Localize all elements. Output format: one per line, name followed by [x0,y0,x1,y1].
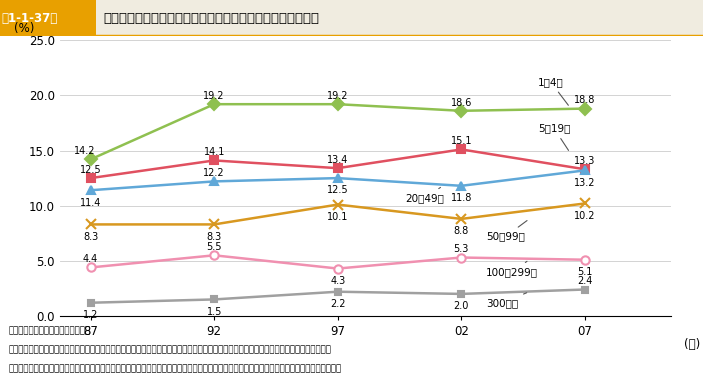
Text: 13.4: 13.4 [327,155,349,165]
Text: 2.4: 2.4 [577,276,593,286]
Text: 5.1: 5.1 [577,267,593,277]
Text: 14.2: 14.2 [74,146,95,156]
Text: 11.4: 11.4 [80,198,101,208]
Text: 4.3: 4.3 [330,276,345,286]
Text: 13.3: 13.3 [574,156,595,166]
Text: 1.2: 1.2 [83,310,98,320]
Text: 第1-1-37図: 第1-1-37図 [1,12,58,25]
Text: 11.8: 11.8 [451,193,472,203]
Text: 14.1: 14.1 [203,147,225,157]
Text: 18.8: 18.8 [574,95,595,105]
Text: 50～99人: 50～99人 [486,221,527,242]
Text: 19.2: 19.2 [327,91,349,101]
Text: (%): (%) [14,22,34,35]
Text: （注）　ここでいう管理的職業従事者とは、事業経営方針の決定・経営方針に基づく執行計画の樹立・作業の監督・統制等、経営体の全般又: （注） ここでいう管理的職業従事者とは、事業経営方針の決定・経営方針に基づく執行… [8,345,331,354]
Text: 8.3: 8.3 [207,232,222,242]
Text: 19.2: 19.2 [203,91,225,101]
Text: 10.2: 10.2 [574,211,595,221]
Text: 15.1: 15.1 [451,136,472,146]
Text: 8.8: 8.8 [453,226,469,236]
Text: 300人～: 300人～ [486,293,527,308]
Text: 12.2: 12.2 [203,168,225,178]
Text: 8.3: 8.3 [83,232,98,242]
Text: 5.5: 5.5 [207,242,222,252]
Text: 1.5: 1.5 [207,307,222,317]
Text: は課（課相当を含む）以上の内部組織の経営・管理に従事する者をいう（官公庁、その他法人・団体に勤めている者は含まれていない）。: は課（課相当を含む）以上の内部組織の経営・管理に従事する者をいう（官公庁、その他… [8,364,342,373]
Text: 5.3: 5.3 [453,244,469,254]
Text: 10.1: 10.1 [327,212,349,222]
Text: 1～4人: 1～4人 [538,77,568,105]
Text: 5～19人: 5～19人 [538,123,570,151]
Text: 12.5: 12.5 [327,185,349,195]
Text: 13.2: 13.2 [574,178,595,188]
Text: 2.2: 2.2 [330,299,345,309]
Text: 100～299人: 100～299人 [486,261,538,277]
Text: 2.0: 2.0 [453,301,469,311]
Text: 12.5: 12.5 [80,165,101,175]
Text: 20～49人: 20～49人 [406,187,444,203]
Text: 4.4: 4.4 [83,254,98,264]
Text: (年): (年) [683,338,700,351]
Text: 18.6: 18.6 [451,98,472,108]
Text: 資料：総務省「就業構造基本調査」: 資料：総務省「就業構造基本調査」 [8,327,91,336]
Bar [0,0,96,36]
Text: 従業者規模別の管理的職業従事者に占める女性の割合の推移: 従業者規模別の管理的職業従事者に占める女性の割合の推移 [103,12,319,25]
